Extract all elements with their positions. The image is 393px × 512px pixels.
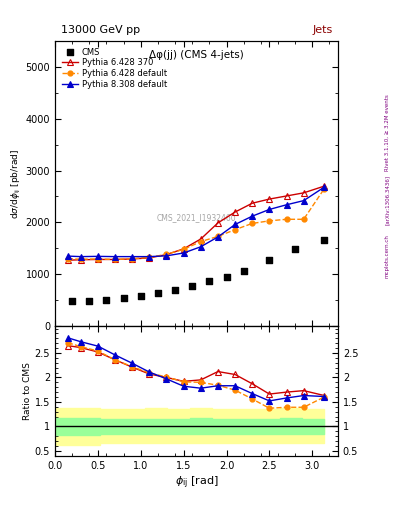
- CMS: [266, 256, 272, 264]
- Pythia 6.428 370: [164, 251, 169, 258]
- Pythia 6.428 370: [130, 256, 134, 262]
- CMS: [292, 245, 298, 253]
- Pythia 8.308 default: [322, 184, 327, 190]
- Y-axis label: Ratio to CMS: Ratio to CMS: [23, 362, 32, 420]
- Pythia 8.308 default: [66, 253, 70, 259]
- Text: Jets: Jets: [312, 25, 332, 35]
- Pythia 8.308 default: [301, 198, 306, 204]
- Text: Δφ(jj) (CMS 4-jets): Δφ(jj) (CMS 4-jets): [149, 50, 244, 59]
- Pythia 8.308 default: [216, 234, 220, 240]
- Pythia 6.428 default: [322, 186, 327, 192]
- CMS: [86, 296, 92, 305]
- Pythia 6.428 default: [164, 251, 169, 258]
- CMS: [321, 236, 327, 244]
- CMS: [189, 282, 195, 290]
- Pythia 8.308 default: [233, 221, 237, 227]
- Text: CMS_2021_I1932460: CMS_2021_I1932460: [157, 213, 236, 222]
- CMS: [121, 294, 127, 302]
- Pythia 6.428 default: [78, 256, 83, 262]
- Pythia 6.428 default: [147, 254, 152, 261]
- CMS: [206, 278, 213, 286]
- Pythia 6.428 default: [301, 216, 306, 222]
- Pythia 6.428 370: [284, 193, 289, 199]
- Pythia 6.428 370: [66, 257, 70, 263]
- Pythia 8.308 default: [78, 253, 83, 260]
- Pythia 6.428 370: [322, 183, 327, 189]
- Pythia 6.428 default: [284, 216, 289, 222]
- Pythia 6.428 370: [95, 257, 100, 263]
- CMS: [172, 286, 178, 294]
- Pythia 6.428 370: [216, 220, 220, 226]
- Pythia 6.428 370: [198, 236, 203, 242]
- Pythia 6.428 370: [250, 200, 255, 206]
- X-axis label: $\phi_{\rm ij}$ [rad]: $\phi_{\rm ij}$ [rad]: [174, 475, 219, 491]
- Pythia 6.428 370: [78, 257, 83, 263]
- Pythia 6.428 default: [250, 220, 255, 226]
- Y-axis label: d$\sigma$/d$\phi_{\rm ij}$ [pb/rad]: d$\sigma$/d$\phi_{\rm ij}$ [pb/rad]: [10, 148, 23, 219]
- Pythia 6.428 370: [181, 246, 186, 252]
- Pythia 8.308 default: [181, 250, 186, 256]
- CMS: [155, 289, 161, 297]
- Pythia 8.308 default: [198, 244, 203, 250]
- Pythia 6.428 370: [267, 196, 272, 202]
- CMS: [223, 273, 230, 282]
- Legend: CMS, Pythia 6.428 370, Pythia 6.428 default, Pythia 8.308 default: CMS, Pythia 6.428 370, Pythia 6.428 defa…: [59, 45, 169, 91]
- CMS: [69, 297, 75, 305]
- Pythia 8.308 default: [284, 202, 289, 208]
- Text: [arXiv:1306.3436]: [arXiv:1306.3436]: [385, 175, 390, 225]
- Pythia 8.308 default: [250, 213, 255, 219]
- Pythia 6.428 default: [198, 239, 203, 245]
- Pythia 6.428 default: [233, 227, 237, 233]
- Pythia 6.428 370: [233, 209, 237, 215]
- Pythia 6.428 default: [181, 246, 186, 252]
- CMS: [241, 267, 247, 275]
- Pythia 6.428 default: [95, 256, 100, 262]
- Pythia 6.428 default: [113, 257, 118, 263]
- Text: 13000 GeV pp: 13000 GeV pp: [61, 25, 140, 35]
- Pythia 8.308 default: [113, 253, 118, 260]
- CMS: [103, 295, 110, 304]
- Pythia 6.428 370: [147, 255, 152, 261]
- Pythia 8.308 default: [164, 253, 169, 259]
- Pythia 8.308 default: [130, 253, 134, 260]
- Pythia 6.428 default: [66, 255, 70, 262]
- Line: Pythia 6.428 370: Pythia 6.428 370: [65, 183, 327, 263]
- Pythia 6.428 default: [267, 218, 272, 224]
- Pythia 8.308 default: [267, 206, 272, 212]
- Pythia 6.428 default: [216, 233, 220, 240]
- Pythia 6.428 370: [301, 190, 306, 196]
- Pythia 8.308 default: [95, 253, 100, 260]
- Pythia 6.428 default: [130, 255, 134, 262]
- Text: mcplots.cern.ch: mcplots.cern.ch: [385, 234, 390, 278]
- Text: Rivet 3.1.10, ≥ 3.2M events: Rivet 3.1.10, ≥ 3.2M events: [385, 95, 390, 172]
- Pythia 6.428 370: [113, 257, 118, 263]
- Line: Pythia 8.308 default: Pythia 8.308 default: [65, 184, 327, 260]
- CMS: [138, 292, 144, 300]
- Line: Pythia 6.428 default: Pythia 6.428 default: [66, 186, 327, 262]
- Pythia 8.308 default: [147, 253, 152, 260]
